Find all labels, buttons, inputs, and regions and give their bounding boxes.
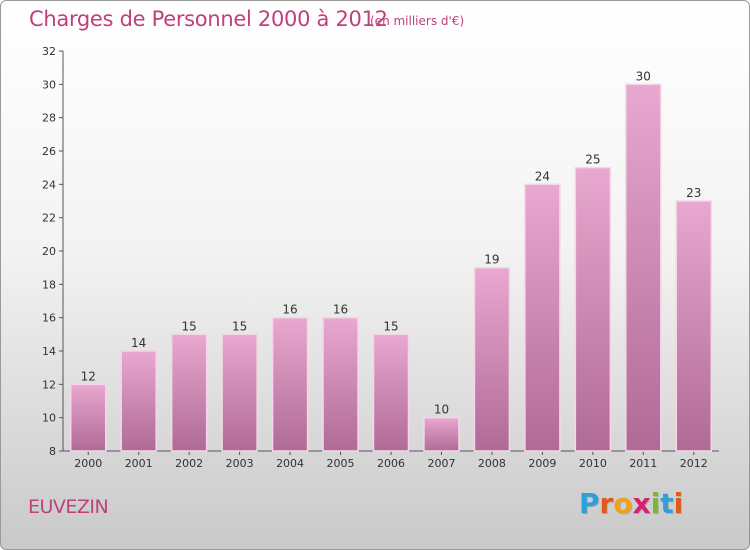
y-tick-label: 26 — [42, 145, 56, 158]
logo-letter: x — [632, 487, 651, 520]
data-label-2002: 15 — [182, 319, 197, 333]
logo-letter: o — [613, 487, 633, 520]
data-label-2010: 25 — [585, 153, 600, 167]
y-tick-label: 18 — [42, 278, 56, 291]
bar-2009 — [524, 183, 561, 452]
data-label-2003: 15 — [232, 319, 247, 333]
x-tick-label: 2004 — [276, 457, 304, 470]
bars — [69, 83, 713, 452]
y-tick-label: 20 — [42, 245, 56, 258]
bar-2008 — [473, 266, 511, 452]
logo-letter: P — [579, 487, 600, 520]
x-tick-label: 2007 — [427, 457, 455, 470]
logo-letter: t — [660, 487, 674, 520]
y-tick-label: 12 — [42, 378, 56, 391]
data-label-2006: 15 — [383, 319, 398, 333]
bar-2000 — [69, 383, 107, 452]
data-labels: 12 14 15 15 16 16 15 10 19 24 25 30 23 — [81, 69, 702, 416]
bar-2003 — [221, 333, 258, 452]
data-label-2008: 19 — [484, 253, 499, 267]
x-tick-label: 2003 — [226, 457, 254, 470]
x-tick-label: 2000 — [74, 457, 102, 470]
data-label-2005: 16 — [333, 303, 348, 317]
axes: 8 10 12 14 16 18 20 22 24 26 28 30 32 2000 2001 2002 200… — [42, 45, 719, 470]
x-tick-label: 2011 — [629, 457, 657, 470]
bar-2001 — [120, 350, 157, 452]
bar-2010 — [574, 166, 612, 452]
y-tick-label: 14 — [42, 345, 56, 358]
data-label-2000: 12 — [81, 369, 96, 383]
y-tick-label: 16 — [42, 312, 56, 325]
bar-2004 — [271, 316, 309, 452]
x-tick-label: 2009 — [528, 457, 556, 470]
y-tick-label: 22 — [42, 212, 56, 225]
commune-name: EUVEZIN — [28, 496, 109, 518]
data-label-2011: 30 — [636, 69, 651, 83]
data-label-2001: 14 — [131, 336, 146, 350]
y-tick-label: 10 — [42, 412, 56, 425]
bar-2007 — [423, 416, 460, 452]
bar-2011 — [625, 83, 662, 452]
y-tick-label: 28 — [42, 112, 56, 125]
x-tick-label: 2006 — [377, 457, 405, 470]
y-tick-label: 32 — [42, 45, 56, 58]
chart-subtitle: (en milliers d'€) — [370, 14, 465, 28]
bar-2005 — [322, 316, 359, 452]
logo-letter: i — [650, 487, 661, 520]
y-tick-label: 8 — [49, 445, 56, 458]
x-tick-label: 2010 — [579, 457, 607, 470]
chart-title: Charges de Personnel 2000 à 2012 — [29, 7, 388, 31]
bar-2002 — [170, 333, 208, 452]
data-label-2009: 24 — [535, 169, 550, 183]
x-tick-label: 2008 — [478, 457, 506, 470]
bar-2012 — [675, 200, 713, 452]
logo-letter: i — [673, 487, 684, 520]
data-label-2007: 10 — [434, 403, 449, 417]
proxiti-logo: Proxiti — [579, 487, 683, 520]
x-tick-label: 2001 — [125, 457, 153, 470]
bar-2006 — [372, 333, 410, 452]
data-label-2012: 23 — [686, 186, 701, 200]
data-label-2004: 16 — [282, 303, 297, 317]
y-tick-label: 24 — [42, 178, 56, 191]
x-tick-label: 2002 — [175, 457, 203, 470]
y-tick-label: 30 — [42, 78, 56, 91]
x-tick-label: 2005 — [327, 457, 355, 470]
x-tick-label: 2012 — [680, 457, 708, 470]
logo-letter: r — [599, 487, 614, 520]
